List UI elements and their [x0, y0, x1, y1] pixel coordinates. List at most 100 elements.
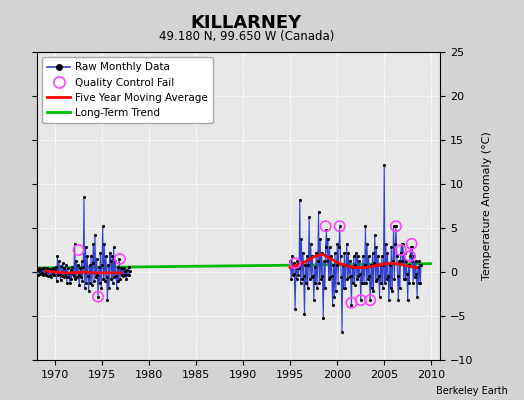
Legend: Raw Monthly Data, Quality Control Fail, Five Year Moving Average, Long-Term Tren: Raw Monthly Data, Quality Control Fail, … — [42, 57, 213, 123]
Point — [389, 258, 397, 265]
Point — [397, 241, 406, 247]
Point — [380, 162, 388, 168]
Point — [69, 270, 77, 277]
Point — [394, 297, 402, 303]
Point — [286, 258, 294, 265]
Point — [47, 274, 56, 280]
Point — [115, 256, 123, 262]
Point — [45, 267, 53, 274]
Point — [90, 278, 99, 284]
Point — [55, 258, 63, 265]
Point — [397, 247, 405, 253]
Point — [358, 279, 367, 286]
Point — [335, 223, 344, 230]
Y-axis label: Temperature Anomaly (°C): Temperature Anomaly (°C) — [482, 132, 492, 280]
Point — [34, 272, 42, 278]
Point — [95, 280, 104, 287]
Point — [293, 258, 302, 265]
Point — [375, 294, 384, 300]
Point — [49, 270, 57, 277]
Point — [125, 272, 134, 278]
Point — [392, 223, 400, 230]
Point — [46, 266, 54, 272]
Point — [97, 285, 105, 291]
Point — [118, 265, 126, 272]
Point — [353, 276, 361, 282]
Point — [417, 262, 425, 268]
Point — [81, 244, 90, 250]
Point — [387, 244, 396, 250]
Point — [408, 258, 416, 265]
Point — [76, 265, 84, 272]
Point — [44, 273, 52, 280]
Point — [385, 297, 393, 303]
Point — [307, 274, 315, 280]
Point — [368, 250, 377, 256]
Point — [57, 263, 66, 269]
Point — [66, 280, 74, 287]
Point — [299, 250, 307, 256]
Point — [408, 244, 417, 250]
Point — [378, 285, 387, 291]
Point — [384, 272, 392, 279]
Point — [292, 276, 301, 282]
Point — [326, 274, 334, 280]
Point — [113, 285, 121, 291]
Point — [392, 253, 401, 259]
Point — [391, 241, 399, 247]
Point — [300, 311, 309, 318]
Point — [406, 253, 414, 259]
Point — [331, 250, 339, 256]
Point — [291, 260, 299, 266]
Point — [365, 253, 373, 259]
Point — [99, 276, 107, 282]
Point — [409, 279, 417, 286]
Point — [75, 282, 83, 288]
Point — [346, 258, 354, 265]
Point — [85, 262, 94, 268]
Point — [398, 258, 407, 265]
Point — [347, 300, 356, 306]
Point — [83, 253, 91, 259]
Point — [366, 297, 374, 303]
Point — [40, 264, 48, 271]
Point — [342, 262, 350, 268]
Point — [335, 244, 343, 250]
Point — [351, 262, 359, 268]
Point — [414, 264, 422, 270]
Point — [105, 250, 114, 256]
Point — [119, 272, 127, 279]
Point — [347, 302, 356, 309]
Point — [290, 270, 299, 277]
Point — [117, 272, 126, 278]
Point — [337, 274, 345, 280]
Point — [103, 274, 111, 280]
Point — [313, 285, 321, 291]
Point — [307, 241, 315, 247]
Point — [298, 276, 307, 282]
Point — [314, 209, 323, 215]
Point — [46, 272, 54, 279]
Point — [378, 253, 386, 259]
Point — [395, 258, 403, 265]
Point — [399, 241, 407, 247]
Point — [341, 285, 350, 291]
Point — [123, 267, 131, 274]
Point — [350, 253, 358, 259]
Point — [357, 297, 365, 303]
Point — [361, 262, 369, 268]
Point — [50, 272, 59, 278]
Point — [77, 274, 85, 280]
Point — [315, 279, 323, 286]
Point — [124, 272, 132, 278]
Point — [309, 272, 318, 279]
Point — [397, 250, 405, 256]
Point — [67, 267, 75, 274]
Point — [349, 279, 357, 286]
Point — [302, 279, 310, 286]
Point — [367, 262, 375, 268]
Point — [68, 264, 77, 270]
Point — [414, 279, 423, 286]
Point — [305, 214, 313, 221]
Point — [340, 285, 348, 291]
